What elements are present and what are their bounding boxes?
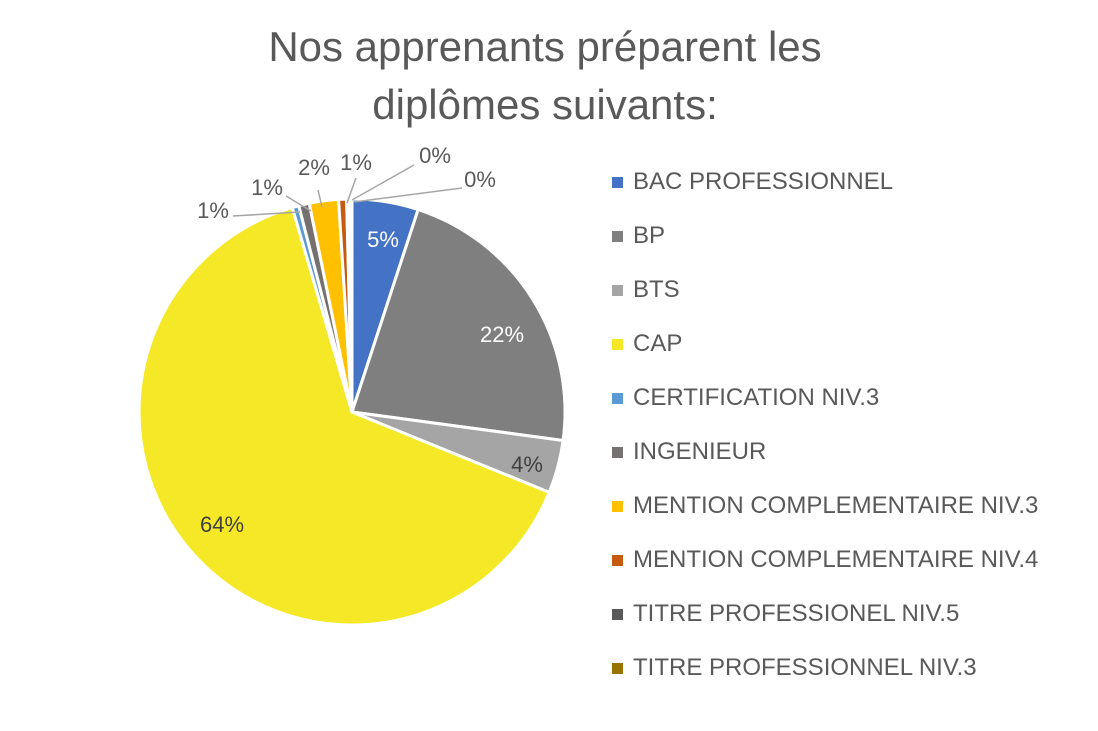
leader-line [232, 211, 301, 217]
legend-item: BAC PROFESSIONNEL [612, 155, 1038, 209]
leader-line [346, 177, 357, 204]
chart-title: Nos apprenants préparent les diplômes su… [268, 23, 822, 128]
leader-line [353, 187, 463, 203]
data-label: 1% [251, 175, 283, 200]
legend-label: MENTION COMPLEMENTAIRE NIV.4 [633, 546, 1039, 573]
legend-swatch [612, 230, 623, 242]
data-label: 0% [464, 167, 496, 192]
leader-line [351, 164, 415, 201]
pie-slice-cap [137, 206, 551, 627]
legend-item: CAP [612, 317, 1038, 371]
legend-swatch [612, 662, 623, 674]
leader-line [317, 189, 323, 208]
legend-swatch [612, 338, 623, 350]
legend-swatch [612, 554, 623, 566]
data-label: 22% [480, 322, 524, 347]
legend-swatch [612, 176, 623, 188]
pie-slice-bp [350, 208, 567, 442]
legend-item: TITRE PROFESSIONEL NIV.5 [612, 587, 1038, 641]
legend-item: TITRE PROFESSIONNEL NIV.3 [612, 641, 1038, 695]
legend-item: INGENIEUR [612, 425, 1038, 479]
legend-label: INGENIEUR [633, 438, 767, 465]
legend-swatch [612, 500, 623, 512]
legend-item: BTS [612, 263, 1038, 317]
legend-label: BAC PROFESSIONNEL [633, 168, 894, 195]
legend-label: CERTIFICATION NIV.3 [633, 384, 880, 411]
legend-label: TITRE PROFESSIONEL NIV.5 [633, 600, 960, 627]
data-label: 5% [367, 227, 399, 252]
data-label: 64% [200, 512, 244, 537]
data-label: 1% [197, 198, 229, 223]
data-labels: 5% 22% 4% 64% 1% 1% 2% 1% 0% 0% [197, 143, 543, 537]
legend-item: BP [612, 209, 1038, 263]
leader-line [285, 195, 312, 212]
legend-label: BP [633, 222, 666, 249]
legend-label: CAP [633, 330, 683, 357]
legend-swatch [612, 446, 623, 458]
leader-lines [232, 164, 463, 217]
legend: BAC PROFESSIONNEL BP BTS CAP CERTIFICATION N… [612, 155, 1038, 695]
data-label: 4% [511, 452, 543, 477]
legend-label: MENTION COMPLEMENTAIRE NIV.3 [633, 492, 1039, 519]
legend-label: BTS [633, 276, 680, 303]
legend-item: MENTION COMPLEMENTAIRE NIV.3 [612, 479, 1038, 533]
pie-slice-titre-professionnel-niv-3 [347, 197, 354, 414]
legend-item: CERTIFICATION NIV.3 [612, 371, 1038, 425]
legend-swatch [612, 284, 623, 296]
legend-item: MENTION COMPLEMENTAIRE NIV.4 [612, 533, 1038, 587]
legend-swatch [612, 608, 623, 620]
legend-swatch [612, 392, 623, 404]
legend-label: TITRE PROFESSIONNEL NIV.3 [633, 654, 977, 681]
data-label: 1% [340, 150, 372, 175]
pie-slices [137, 197, 567, 627]
data-label: 2% [298, 155, 330, 180]
data-label: 0% [419, 143, 451, 168]
